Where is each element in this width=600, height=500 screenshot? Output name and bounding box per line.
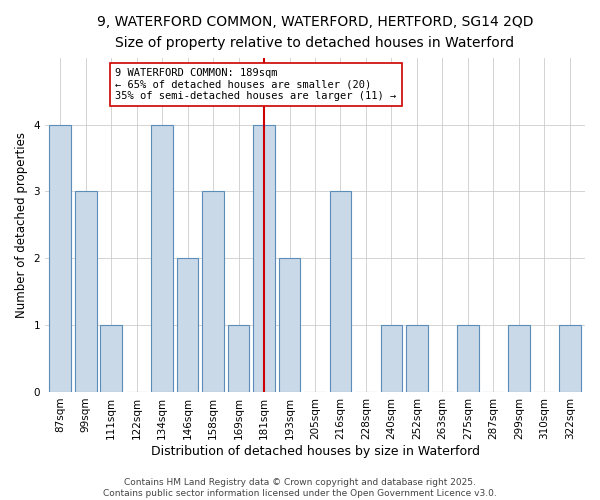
Y-axis label: Number of detached properties: Number of detached properties (15, 132, 28, 318)
Bar (49, 124, 71, 392)
Bar (202, 192, 224, 392)
Bar (508, 325, 530, 392)
Bar (329, 192, 352, 392)
Bar (279, 258, 301, 392)
Bar (380, 325, 402, 392)
Bar (457, 325, 479, 392)
Bar (177, 258, 199, 392)
Bar (559, 325, 581, 392)
Bar (406, 325, 428, 392)
Text: Contains HM Land Registry data © Crown copyright and database right 2025.
Contai: Contains HM Land Registry data © Crown c… (103, 478, 497, 498)
Bar (151, 124, 173, 392)
Bar (100, 325, 122, 392)
X-axis label: Distribution of detached houses by size in Waterford: Distribution of detached houses by size … (151, 444, 479, 458)
Bar (228, 325, 250, 392)
Bar (75, 192, 97, 392)
Title: 9, WATERFORD COMMON, WATERFORD, HERTFORD, SG14 2QD
Size of property relative to : 9, WATERFORD COMMON, WATERFORD, HERTFORD… (97, 15, 533, 50)
Text: 9 WATERFORD COMMON: 189sqm
← 65% of detached houses are smaller (20)
35% of semi: 9 WATERFORD COMMON: 189sqm ← 65% of deta… (115, 68, 397, 101)
Bar (253, 124, 275, 392)
